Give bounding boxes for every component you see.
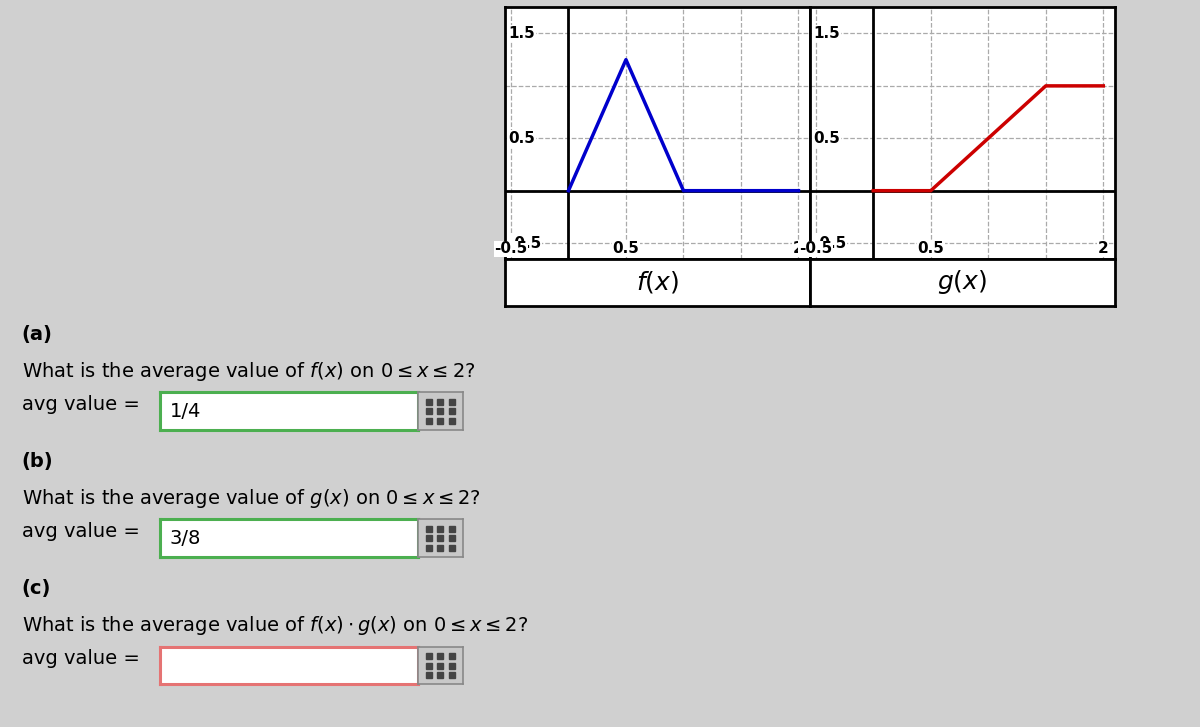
Text: 0.5: 0.5 [612,241,640,257]
Text: -0.5: -0.5 [509,236,541,251]
Text: 2: 2 [793,241,804,257]
Text: (a): (a) [22,325,53,344]
Text: avg value =: avg value = [22,395,139,414]
Text: (b): (b) [22,452,53,471]
Text: avg value =: avg value = [22,522,139,541]
Text: -0.5: -0.5 [494,241,528,257]
Text: 0.5: 0.5 [814,131,840,146]
Text: What is the average value of $f(x)$ on $0 \leq x \leq 2$?: What is the average value of $f(x)$ on $… [22,360,475,383]
Text: 0.5: 0.5 [509,131,535,146]
Text: $f(x)$: $f(x)$ [636,270,679,295]
Text: 1.5: 1.5 [509,26,535,41]
Text: -0.5: -0.5 [814,236,846,251]
Text: 3/8: 3/8 [170,529,202,548]
Text: avg value =: avg value = [22,649,139,668]
Text: 0.5: 0.5 [917,241,944,257]
Text: 1/4: 1/4 [170,401,202,421]
Text: -0.5: -0.5 [799,241,833,257]
Text: What is the average value of $g(x)$ on $0 \leq x \leq 2$?: What is the average value of $g(x)$ on $… [22,487,480,510]
Text: 2: 2 [1098,241,1109,257]
Text: 1.5: 1.5 [814,26,840,41]
Text: (c): (c) [22,579,50,598]
Text: $g(x)$: $g(x)$ [937,268,988,297]
Text: What is the average value of $f(x) \cdot g(x)$ on $0 \leq x \leq 2$?: What is the average value of $f(x) \cdot… [22,614,528,638]
